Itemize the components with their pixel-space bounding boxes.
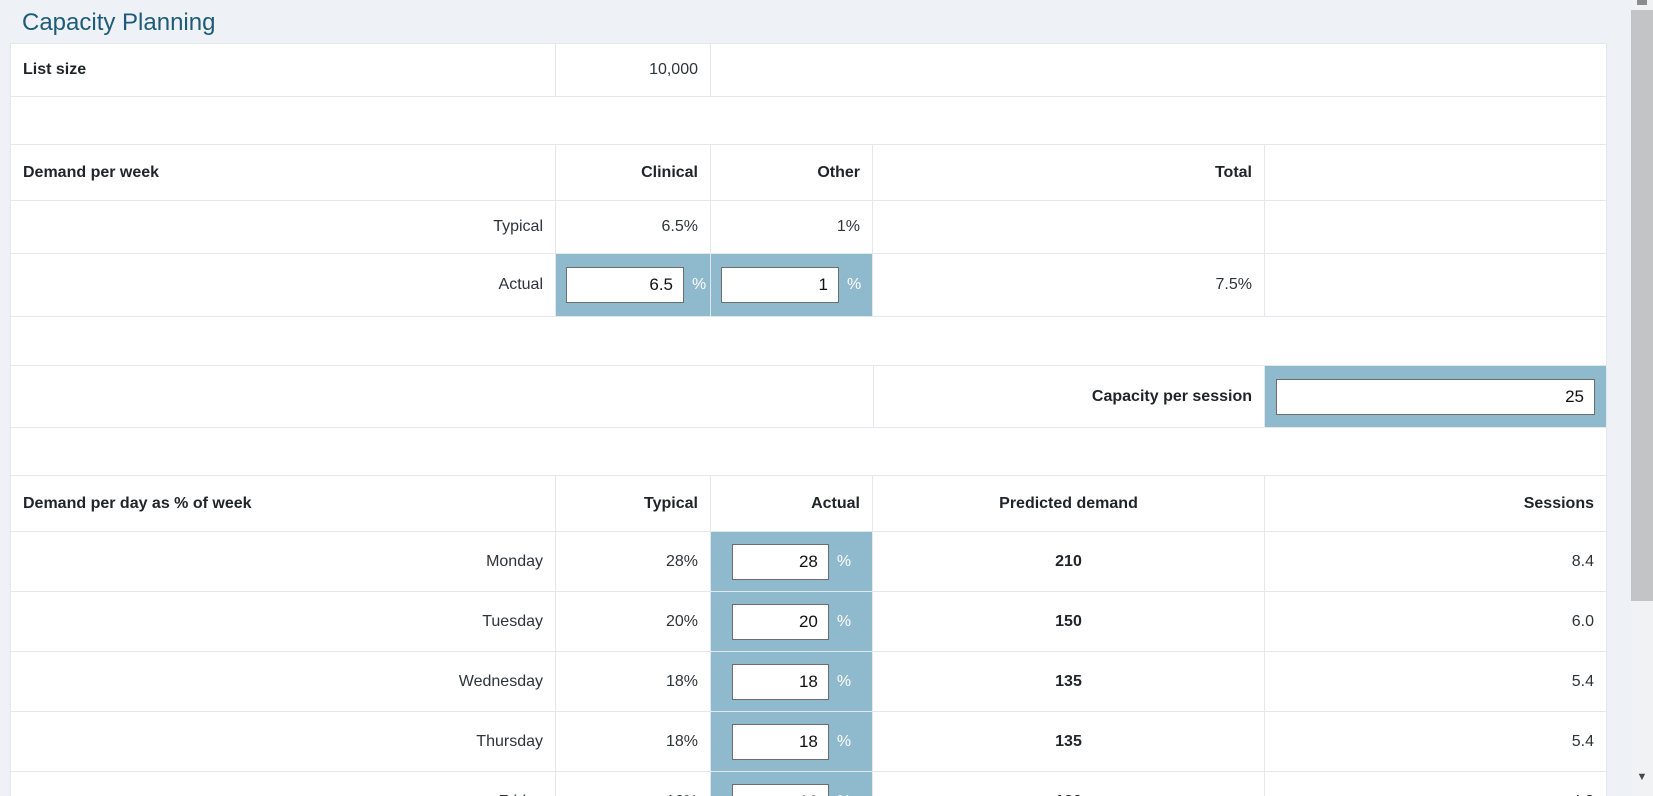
day-actual-input[interactable] <box>731 723 829 760</box>
actual-other-input[interactable] <box>721 267 839 303</box>
percent-suffix: % <box>836 612 852 630</box>
demand-week-title: Demand per week <box>11 145 556 200</box>
actual-row: Actual % % 7.5% <box>11 254 1606 317</box>
list-size-value: 10,000 <box>556 44 711 96</box>
day-sessions-value: 5.4 <box>1571 732 1594 750</box>
day-row-tuesday: Tuesday 20% % 150 6.0 <box>11 592 1606 652</box>
day-sessions-value: 6.0 <box>1571 612 1594 630</box>
day-table-header-row: Demand per day as % of week Typical Actu… <box>11 476 1606 532</box>
percent-suffix: % <box>836 552 852 570</box>
list-size-label: List size <box>11 44 556 96</box>
empty-cell <box>1265 145 1606 200</box>
demand-week-header-row: Demand per week Clinical Other Total <box>11 145 1606 201</box>
day-sessions-value: 5.4 <box>1571 672 1594 690</box>
percent-suffix: % <box>837 793 851 796</box>
day-predicted-value: 120 <box>873 772 1265 796</box>
typical-clinical-value: 6.5% <box>556 201 711 253</box>
col-other: Other <box>711 145 873 200</box>
typical-other-value: 1% <box>711 201 873 253</box>
actual-clinical-input[interactable] <box>566 267 684 303</box>
actual-other-cell: % <box>711 254 873 316</box>
typical-row: Typical 6.5% 1% <box>11 201 1606 254</box>
day-typical-value: 18% <box>556 652 711 711</box>
empty-cell <box>711 44 1606 96</box>
scroll-up-icon[interactable] <box>1637 0 1647 5</box>
day-label: Tuesday <box>11 592 556 651</box>
day-row-monday: Monday 28% % 210 8.4 <box>11 532 1606 592</box>
capacity-label: Capacity per session <box>873 366 1265 427</box>
day-actual-input[interactable] <box>731 603 829 640</box>
day-table-title: Demand per day as % of week <box>11 476 556 531</box>
day-actual-cell: % <box>711 592 873 651</box>
percent-suffix: % <box>836 732 852 750</box>
empty-cell <box>11 366 873 427</box>
spacer-row <box>11 428 1606 476</box>
day-row-wednesday: Wednesday 18% % 135 5.4 <box>11 652 1606 712</box>
percent-suffix: % <box>847 276 862 293</box>
day-row-thursday: Thursday 18% % 135 5.4 <box>11 712 1606 772</box>
col-total: Total <box>873 145 1265 200</box>
day-label: Thursday <box>11 712 556 771</box>
page-title: Capacity Planning <box>22 9 216 36</box>
spacer-row <box>11 317 1606 366</box>
day-typical-value: 18% <box>556 712 711 771</box>
day-predicted-value: 135 <box>873 652 1265 711</box>
percent-suffix: % <box>692 276 707 293</box>
day-actual-input[interactable] <box>731 543 829 580</box>
scrollbar-thumb[interactable] <box>1631 10 1653 601</box>
scroll-down-icon[interactable]: ▼ <box>1636 771 1648 783</box>
day-predicted-value: 150 <box>873 592 1265 651</box>
typical-label: Typical <box>11 201 556 253</box>
col-typical: Typical <box>556 476 711 531</box>
day-predicted-value: 135 <box>873 712 1265 771</box>
actual-clinical-cell: % <box>556 254 711 316</box>
col-actual: Actual <box>711 476 873 531</box>
day-actual-cell: % <box>711 772 873 796</box>
col-predicted: Predicted demand <box>873 476 1265 531</box>
day-actual-input[interactable] <box>731 663 829 700</box>
day-typical-value: 16% <box>556 772 711 796</box>
actual-total-value: 7.5% <box>873 254 1265 316</box>
capacity-row: Capacity per session <box>11 366 1606 428</box>
day-actual-cell: % <box>711 652 873 711</box>
col-clinical: Clinical <box>556 145 711 200</box>
col-sessions: Sessions <box>1523 494 1594 512</box>
day-predicted-value: 210 <box>873 532 1265 591</box>
day-row-friday: Friday 16% % 120 4.8 <box>11 772 1606 796</box>
empty-cell <box>1265 201 1606 253</box>
empty-cell <box>1265 254 1606 316</box>
day-typical-value: 20% <box>556 592 711 651</box>
empty-cell <box>873 201 1265 253</box>
spacer-row <box>11 97 1606 145</box>
capacity-input[interactable] <box>1276 378 1595 415</box>
list-size-row: List size 10,000 <box>11 44 1606 97</box>
day-actual-cell: % <box>711 532 873 591</box>
day-label: Monday <box>11 532 556 591</box>
day-sessions-value: 8.4 <box>1571 552 1594 570</box>
day-typical-value: 28% <box>556 532 711 591</box>
percent-suffix: % <box>836 672 852 690</box>
planning-sheet: List size 10,000 Demand per week Clinica… <box>10 43 1607 796</box>
day-label: Friday <box>11 772 556 796</box>
actual-label: Actual <box>11 254 556 316</box>
capacity-input-cell <box>1265 366 1606 427</box>
day-label: Wednesday <box>11 652 556 711</box>
day-actual-input[interactable] <box>731 783 829 796</box>
day-sessions-value: 4.8 <box>1265 772 1606 796</box>
day-actual-cell: % <box>711 712 873 771</box>
scrollbar: ▼ <box>1631 0 1653 796</box>
